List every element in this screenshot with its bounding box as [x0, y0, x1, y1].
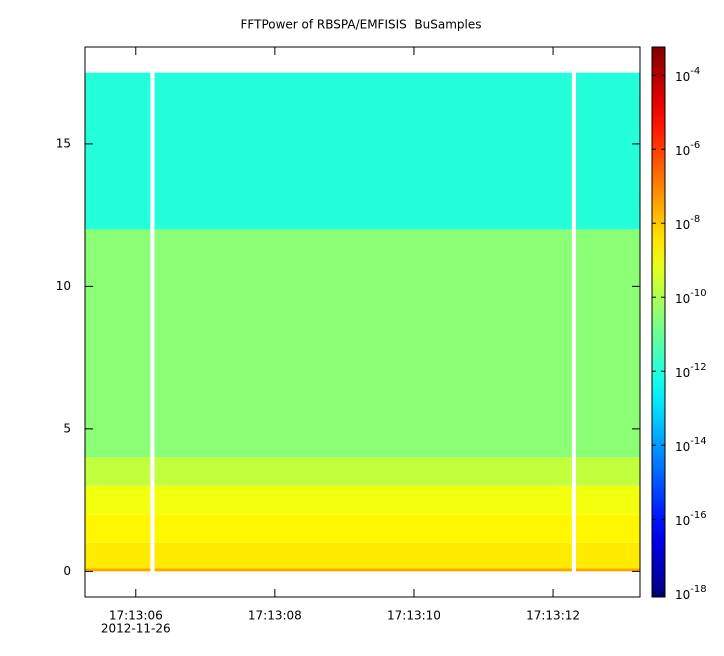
- colorbar-tick-base: 10: [675, 144, 690, 158]
- spectrogram-cell: [85, 229, 151, 458]
- x-tick-label: 17:13:12: [526, 609, 580, 623]
- spectrogram-cell: [576, 514, 640, 543]
- spectrogram-cell: [154, 514, 572, 543]
- x-date-label: 2012-11-26: [101, 622, 171, 636]
- spectrogram-cell: [85, 485, 151, 515]
- spectrogram-cell: [154, 457, 572, 486]
- colorbar-tick-label: 10-8: [675, 214, 700, 232]
- spectrogram-cell: [154, 72, 572, 230]
- spectrogram-cell: [154, 485, 572, 515]
- colorbar-tick-exponent: -18: [690, 584, 706, 595]
- spectrogram-cell: [576, 229, 640, 458]
- colorbar-tick-base: 10: [675, 588, 690, 602]
- colorbar-tick-exponent: -8: [690, 214, 700, 225]
- colorbar-tick-base: 10: [675, 514, 690, 528]
- colorbar-tick-exponent: -16: [690, 510, 706, 521]
- colorbar-tick-label: 10-12: [675, 362, 707, 380]
- colorbar-tick-base: 10: [675, 218, 690, 232]
- colorbar-tick-exponent: -10: [690, 288, 706, 299]
- colorbar-tick-exponent: -14: [690, 436, 706, 447]
- colorbar-tick-exponent: -6: [690, 140, 700, 151]
- colorbar-tick-label: 10-4: [675, 66, 700, 84]
- chart-title: FFTPower of RBSPA/EMFISIS BuSamples: [241, 18, 482, 32]
- spectrogram-cell: [85, 514, 151, 543]
- spectrogram-cell: [576, 457, 640, 486]
- x-tick-label: 17:13:06: [109, 609, 163, 623]
- colorbar-tick-label: 10-6: [675, 140, 700, 158]
- plot-frame: [84, 46, 641, 598]
- y-tick-label: 0: [63, 564, 71, 578]
- spectrogram-cell: [576, 72, 640, 230]
- colorbar-tick-label: 10-10: [675, 288, 707, 306]
- x-tick-label: 17:13:10: [387, 609, 441, 623]
- spectrogram-cell: [85, 542, 151, 569]
- colorbar-tick-label: 10-14: [675, 436, 707, 454]
- colorbar-tick-exponent: -4: [690, 66, 700, 77]
- colorbar-tick-exponent: -12: [690, 362, 706, 373]
- spectrogram-cell: [576, 542, 640, 569]
- colorbar: [651, 46, 666, 598]
- spectrogram-cell: [154, 568, 572, 572]
- colorbar-tick-label: 10-18: [675, 584, 707, 602]
- y-tick-label: 15: [56, 136, 71, 150]
- spectrogram-cell: [576, 485, 640, 515]
- colorbar-tick-label: 10-16: [675, 510, 707, 528]
- colorbar-tick-base: 10: [675, 440, 690, 454]
- spectrogram-cell: [85, 72, 151, 230]
- x-tick-label: 17:13:08: [248, 609, 302, 623]
- y-tick-label: 10: [56, 279, 71, 293]
- colorbar-tick-base: 10: [675, 292, 690, 306]
- colorbar-tick-base: 10: [675, 366, 690, 380]
- y-tick-label: 5: [63, 421, 71, 435]
- spectrogram-cell: [154, 229, 572, 458]
- spectrogram-cell: [154, 542, 572, 569]
- spectrogram-cell: [85, 457, 151, 486]
- spectrogram-cell: [85, 568, 151, 572]
- colorbar-tick-base: 10: [675, 70, 690, 84]
- spectrogram-cell: [576, 568, 640, 572]
